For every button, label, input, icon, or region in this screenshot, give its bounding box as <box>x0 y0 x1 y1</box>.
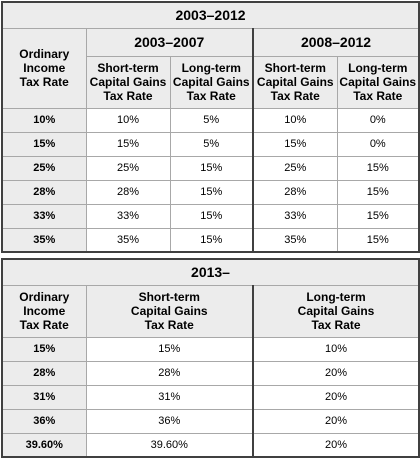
ordinary-rate: 15% <box>1 131 87 157</box>
short-term-rate: 39.60% <box>85 432 254 458</box>
ordinary-rate: 25% <box>1 155 87 181</box>
long-term-rate: 5% <box>169 131 254 157</box>
short-term-rate: 15% <box>85 336 254 362</box>
table-row: 33% 33% 15% 33% 15% <box>1 203 420 229</box>
table-title: 2013– <box>0 258 420 286</box>
table-title: 2003–2012 <box>0 1 420 29</box>
short-term-rate: 25% <box>252 155 338 181</box>
ordinary-rate: 10% <box>1 107 87 133</box>
ordinary-income-header: Ordinary Income Tax Rate <box>1 284 87 338</box>
long-term-rate: 15% <box>336 227 420 253</box>
ordinary-rate: 15% <box>1 336 87 362</box>
table-row: 15% 15% 10% <box>1 336 420 362</box>
long-term-rate: 15% <box>169 203 254 229</box>
table-row: 28% 28% 20% <box>1 360 420 386</box>
long-term-header: Long-term Capital Gains Tax Rate <box>336 55 420 109</box>
short-term-rate: 15% <box>252 131 338 157</box>
header-line: Tax Rate <box>103 89 153 103</box>
short-term-rate: 15% <box>85 131 171 157</box>
long-term-rate: 5% <box>169 107 254 133</box>
header-line: Tax Rate <box>19 75 69 89</box>
header-line: Tax Rate <box>144 318 194 332</box>
table-row: 10% 10% 5% 10% 0% <box>1 107 420 133</box>
header-line: Tax Rate <box>353 89 403 103</box>
header-line: Short-term <box>138 290 200 304</box>
table-row: 39.60% 39.60% 20% <box>1 432 420 458</box>
ordinary-income-header: Ordinary Income Tax Rate <box>1 27 87 109</box>
ordinary-rate: 33% <box>1 203 87 229</box>
header-line: Capital Gains <box>172 75 250 89</box>
long-term-rate: 20% <box>251 432 420 458</box>
header-line: Capital Gains <box>339 75 417 89</box>
ordinary-rate: 28% <box>1 360 87 386</box>
ordinary-rate: 28% <box>1 179 87 205</box>
long-term-header: Long-term Capital Gains Tax Rate <box>169 55 254 109</box>
long-term-rate: 15% <box>336 179 420 205</box>
long-term-rate: 15% <box>336 203 420 229</box>
header-line: Capital Gains <box>130 304 208 318</box>
ordinary-rate: 35% <box>1 227 87 253</box>
table-2013: 2013– Ordinary Income Tax Rate Short-ter… <box>0 258 420 458</box>
long-term-rate: 0% <box>336 107 420 133</box>
long-term-rate: 15% <box>169 155 254 181</box>
header-line: Long-term <box>306 290 366 304</box>
header-line: Short-term <box>97 61 159 75</box>
long-term-rate: 20% <box>251 384 420 410</box>
long-term-rate: 20% <box>251 408 420 434</box>
long-term-rate: 0% <box>336 131 420 157</box>
header-line: Tax Rate <box>311 318 361 332</box>
long-term-header: Long-term Capital Gains Tax Rate <box>251 284 420 338</box>
header-line: Tax Rate <box>19 318 69 332</box>
header-line: Ordinary <box>19 47 70 61</box>
short-term-header: Short-term Capital Gains Tax Rate <box>85 55 171 109</box>
table-2003-2012: 2003–2012 Ordinary Income Tax Rate 2003–… <box>0 1 420 253</box>
short-term-rate: 10% <box>85 107 171 133</box>
long-term-rate: 15% <box>169 179 254 205</box>
long-term-rate: 20% <box>251 360 420 386</box>
long-term-rate: 10% <box>251 336 420 362</box>
ordinary-rate: 36% <box>1 408 87 434</box>
short-term-rate: 31% <box>85 384 254 410</box>
header-line: Capital Gains <box>256 75 334 89</box>
short-term-rate: 10% <box>252 107 338 133</box>
header-line: Capital Gains <box>297 304 375 318</box>
table-row: 28% 28% 15% 28% 15% <box>1 179 420 205</box>
short-term-rate: 36% <box>85 408 254 434</box>
long-term-rate: 15% <box>336 155 420 181</box>
table-row: 31% 31% 20% <box>1 384 420 410</box>
header-line: Tax Rate <box>270 89 320 103</box>
header-line: Short-term <box>264 61 326 75</box>
header-line: Capital Gains <box>89 75 167 89</box>
short-term-header: Short-term Capital Gains Tax Rate <box>85 284 254 338</box>
table-row: 35% 35% 15% 35% 15% <box>1 227 420 253</box>
header-line: Tax Rate <box>186 89 236 103</box>
header-line: Long-term <box>181 61 241 75</box>
short-term-rate: 25% <box>85 155 171 181</box>
short-term-rate: 35% <box>85 227 171 253</box>
header-line: Income <box>23 304 66 318</box>
header-line: Income <box>23 61 66 75</box>
table-row: 25% 25% 15% 25% 15% <box>1 155 420 181</box>
table-row: 36% 36% 20% <box>1 408 420 434</box>
short-term-header: Short-term Capital Gains Tax Rate <box>252 55 338 109</box>
period-header: 2003–2007 <box>85 27 254 57</box>
short-term-rate: 33% <box>85 203 171 229</box>
short-term-rate: 33% <box>252 203 338 229</box>
long-term-rate: 15% <box>169 227 254 253</box>
short-term-rate: 28% <box>85 360 254 386</box>
period-header: 2008–2012 <box>251 27 420 57</box>
short-term-rate: 35% <box>252 227 338 253</box>
table-row: 15% 15% 5% 15% 0% <box>1 131 420 157</box>
header-line: Long-term <box>348 61 408 75</box>
header-line: Ordinary <box>19 290 70 304</box>
ordinary-rate: 31% <box>1 384 87 410</box>
short-term-rate: 28% <box>85 179 171 205</box>
short-term-rate: 28% <box>252 179 338 205</box>
ordinary-rate: 39.60% <box>1 432 87 458</box>
